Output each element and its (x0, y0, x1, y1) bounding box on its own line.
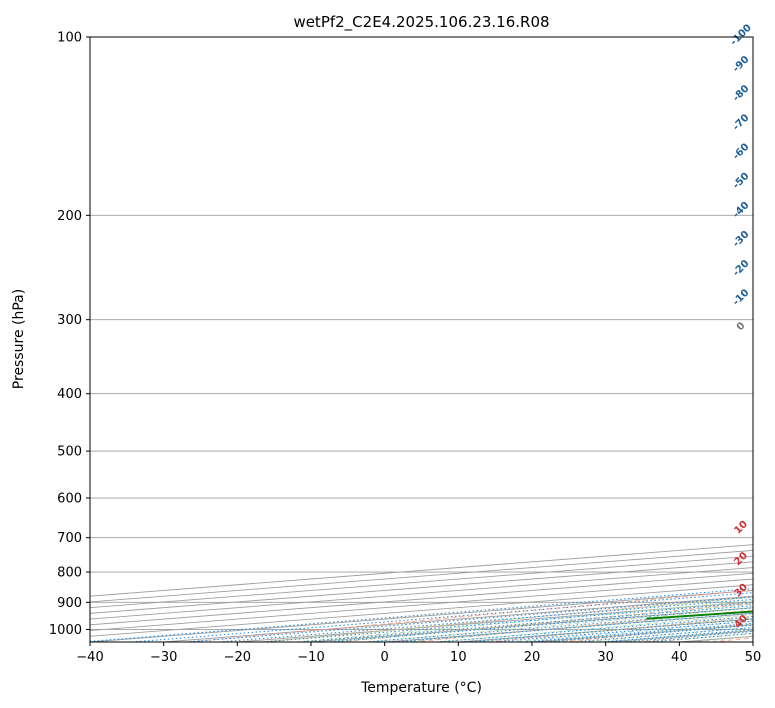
isotherm (384, 612, 753, 642)
isotherm (679, 635, 753, 642)
dry-adiabat-label: -30 (731, 229, 752, 250)
isotherm (90, 544, 753, 597)
dry-adiabat (338, 602, 753, 642)
x-tick-label: −10 (297, 650, 324, 665)
mixing-ratio-line (262, 602, 753, 642)
dewpoint-line (646, 610, 753, 620)
isotherm (90, 578, 753, 631)
y-tick-label: 400 (57, 387, 82, 402)
isotherm (310, 607, 753, 642)
moist-adiabat (296, 600, 753, 642)
dry-adiabat (487, 616, 753, 642)
dry-adiabat-label: -80 (731, 83, 752, 104)
dry-adiabat (188, 589, 753, 642)
dry-adiabat-label: -40 (731, 200, 752, 221)
line-labels: 0.10.20.40.611.52346810131620253036-100-… (728, 22, 754, 630)
x-axis-label: Temperature (°C) (360, 680, 482, 696)
moist-adiabat (367, 607, 753, 642)
moist-adiabat (616, 630, 753, 642)
background-lines (90, 37, 753, 642)
moist-adiabat (473, 617, 753, 642)
x-tick-label: −30 (150, 650, 177, 665)
x-tick-label: 50 (745, 650, 762, 665)
isotherm (90, 567, 753, 620)
chart-title: wetPf2_C2E4.2025.106.23.16.R08 (293, 13, 549, 32)
isotherm (752, 641, 753, 642)
y-tick-label: 900 (57, 596, 82, 611)
y-tick-label: 800 (57, 566, 82, 581)
dry-adiabat-label: -10 (731, 287, 752, 308)
mixing-ratio-line (326, 607, 753, 642)
moist-adiabat (689, 636, 753, 642)
isotherm (90, 584, 753, 637)
isotherm (90, 572, 753, 626)
y-tick-label: 100 (57, 31, 82, 46)
moist-adiabat (332, 603, 753, 642)
dry-adiabat-label: -90 (731, 54, 752, 75)
y-tick-label: 600 (57, 492, 82, 507)
dry-adiabat-label: 20 (732, 550, 750, 568)
plot-frame (89, 36, 754, 643)
series-lines (646, 610, 753, 620)
dry-adiabat-label: -50 (731, 171, 752, 192)
x-tick-label: 20 (524, 650, 541, 665)
isotherm (237, 601, 753, 642)
isotherm (90, 561, 753, 614)
y-axis-label: Pressure (hPa) (11, 289, 27, 389)
dry-adiabat (636, 630, 753, 642)
x-tick-label: 40 (671, 650, 688, 665)
moist-adiabat (438, 614, 753, 642)
y-tick-label: 300 (57, 313, 82, 328)
dry-adiabat-label: -60 (731, 142, 752, 163)
mixing-ratio-line (90, 588, 753, 642)
axes: −40 −30 −20 −10 0 10 20 30 40 5010020030040050060… (49, 31, 761, 666)
x-tick-label: 0 (381, 650, 389, 665)
isotherm (163, 595, 753, 642)
isotherm (458, 618, 753, 642)
dry-adiabat-label: -20 (731, 258, 752, 279)
y-tick-label: 1000 (49, 623, 82, 638)
dry-adiabat-label: 0 (735, 320, 748, 333)
y-tick-label: 700 (57, 531, 82, 546)
dry-adiabat-label: -70 (731, 112, 752, 133)
mixing-ratio-line (218, 598, 753, 642)
x-tick-label: −40 (76, 650, 103, 665)
dry-adiabat (263, 596, 753, 642)
x-tick-label: 10 (450, 650, 467, 665)
isotherm (605, 630, 753, 642)
mixing-ratio-line (131, 592, 753, 642)
moist-adiabat (403, 610, 753, 642)
mixing-ratio-line (645, 632, 753, 642)
moist-adiabat (260, 596, 753, 642)
dry-adiabat (412, 609, 753, 642)
x-tick-label: −20 (224, 650, 251, 665)
dry-adiabat-label: -100 (728, 22, 754, 48)
x-tick-label: 30 (597, 650, 614, 665)
y-tick-label: 200 (57, 209, 82, 224)
dry-adiabat-label: 10 (732, 519, 750, 537)
y-tick-label: 500 (57, 445, 82, 460)
isotherm (90, 549, 753, 603)
isotherm (90, 555, 753, 609)
